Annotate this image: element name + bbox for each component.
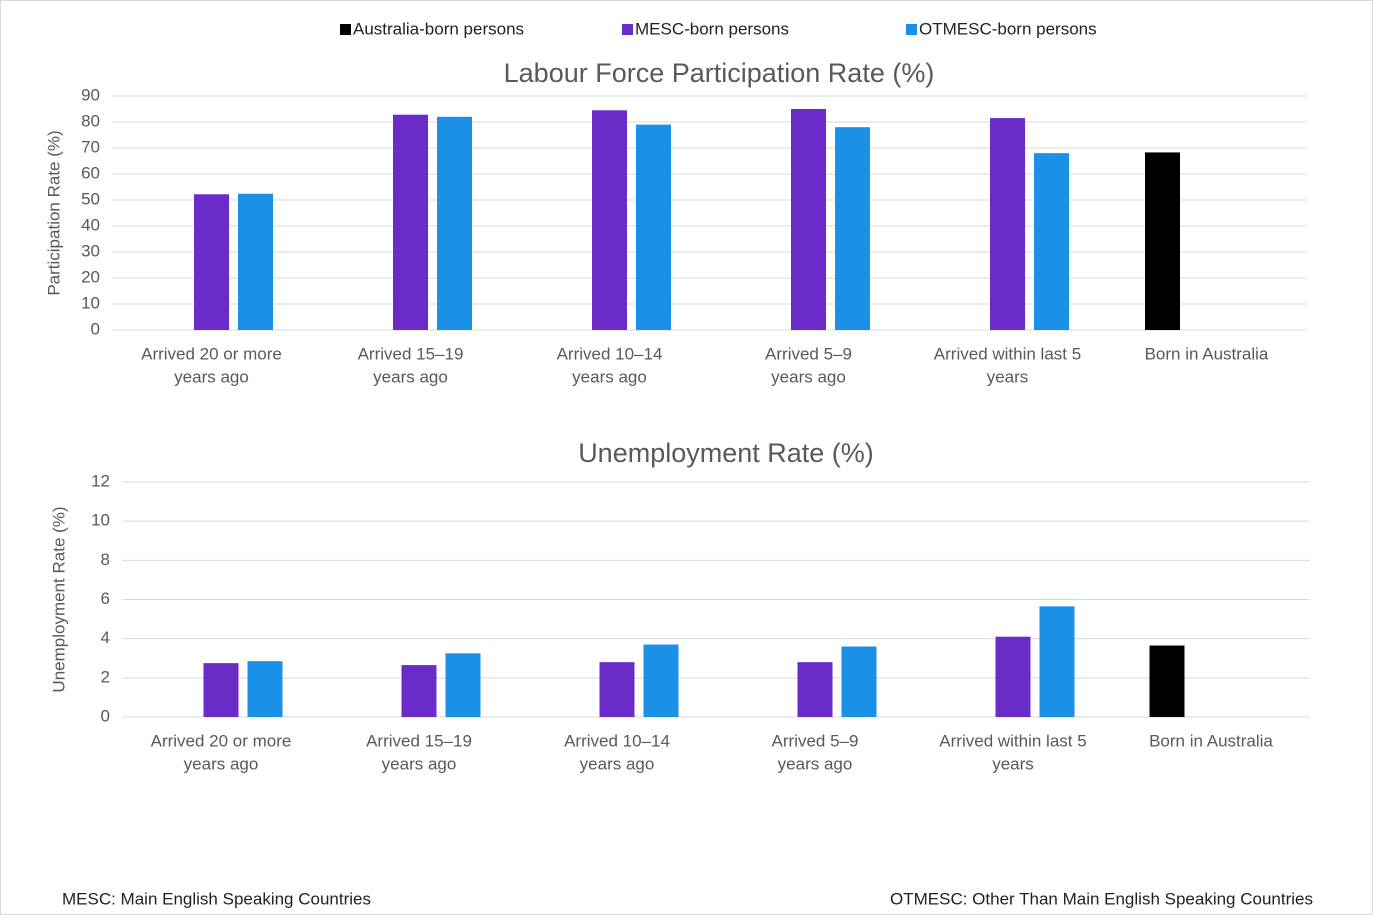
bar [194, 194, 229, 330]
y-tick-label: 40 [81, 215, 100, 234]
bar [1039, 606, 1075, 717]
y-tick-label: 30 [81, 241, 100, 260]
y-axis-label: Unemployment Rate (%) [49, 506, 68, 692]
bar [990, 118, 1025, 330]
bar [1034, 153, 1069, 330]
y-tick-label: 10 [91, 511, 110, 530]
x-tick-label: years ago [580, 754, 655, 773]
x-tick-label: Arrived 20 or more [141, 344, 282, 363]
footnote: OTMESC: Other Than Main English Speaking… [890, 889, 1313, 908]
bar [401, 665, 437, 717]
x-tick-label: Arrived within last 5 [939, 731, 1086, 750]
legend-label: Australia-born persons [353, 19, 524, 38]
x-tick-label: Arrived 5–9 [772, 731, 859, 750]
x-tick-label: years ago [778, 754, 853, 773]
legend-swatch [906, 24, 917, 35]
y-tick-label: 10 [81, 293, 100, 312]
y-tick-label: 0 [91, 319, 100, 338]
x-tick-label: years ago [382, 754, 457, 773]
legend-swatch [340, 24, 351, 35]
bar [437, 116, 472, 330]
y-axis-label: Participation Rate (%) [44, 130, 63, 295]
x-tick-label: years [992, 754, 1034, 773]
x-tick-label: Arrived 5–9 [765, 344, 852, 363]
y-tick-label: 4 [101, 628, 110, 647]
x-tick-label: Arrived 10–14 [564, 731, 670, 750]
x-tick-label: Born in Australia [1145, 344, 1269, 363]
y-tick-label: 70 [81, 137, 100, 156]
bar [445, 653, 481, 717]
y-tick-label: 0 [101, 706, 110, 725]
x-tick-label: Arrived 20 or more [151, 731, 292, 750]
x-tick-label: years ago [572, 367, 647, 386]
bar [841, 646, 877, 717]
bar [592, 110, 627, 330]
bar [636, 124, 671, 330]
x-tick-label: Born in Australia [1149, 731, 1273, 750]
bar [995, 636, 1031, 717]
y-tick-label: 90 [81, 85, 100, 104]
bar [599, 662, 635, 717]
x-tick-label: Arrived within last 5 [934, 344, 1081, 363]
y-tick-label: 12 [91, 471, 110, 490]
x-tick-label: years ago [174, 367, 249, 386]
chart-title: Labour Force Participation Rate (%) [504, 58, 935, 88]
y-tick-label: 2 [101, 667, 110, 686]
y-tick-label: 20 [81, 267, 100, 286]
chart-title: Unemployment Rate (%) [578, 438, 874, 468]
y-tick-label: 8 [101, 550, 110, 569]
legend-label: MESC-born persons [635, 19, 789, 38]
bar [797, 662, 833, 717]
y-tick-label: 6 [101, 589, 110, 608]
x-tick-label: years ago [771, 367, 846, 386]
bar [1145, 152, 1180, 330]
x-tick-label: years ago [373, 367, 448, 386]
y-tick-label: 80 [81, 111, 100, 130]
legend-swatch [622, 24, 633, 35]
y-tick-label: 60 [81, 163, 100, 182]
bar [643, 644, 679, 717]
x-tick-label: Arrived 15–19 [366, 731, 472, 750]
legend-label: OTMESC-born persons [919, 19, 1097, 38]
x-tick-label: Arrived 15–19 [358, 344, 464, 363]
bar [393, 114, 428, 330]
y-tick-label: 50 [81, 189, 100, 208]
bar [1149, 645, 1185, 717]
x-tick-label: years [987, 367, 1029, 386]
bar [791, 109, 826, 330]
bar [247, 661, 283, 717]
x-tick-label: Arrived 10–14 [557, 344, 663, 363]
bar [238, 193, 273, 330]
bar [835, 127, 870, 330]
x-tick-label: years ago [184, 754, 259, 773]
footnote: MESC: Main English Speaking Countries [62, 889, 371, 908]
bar [203, 663, 239, 717]
